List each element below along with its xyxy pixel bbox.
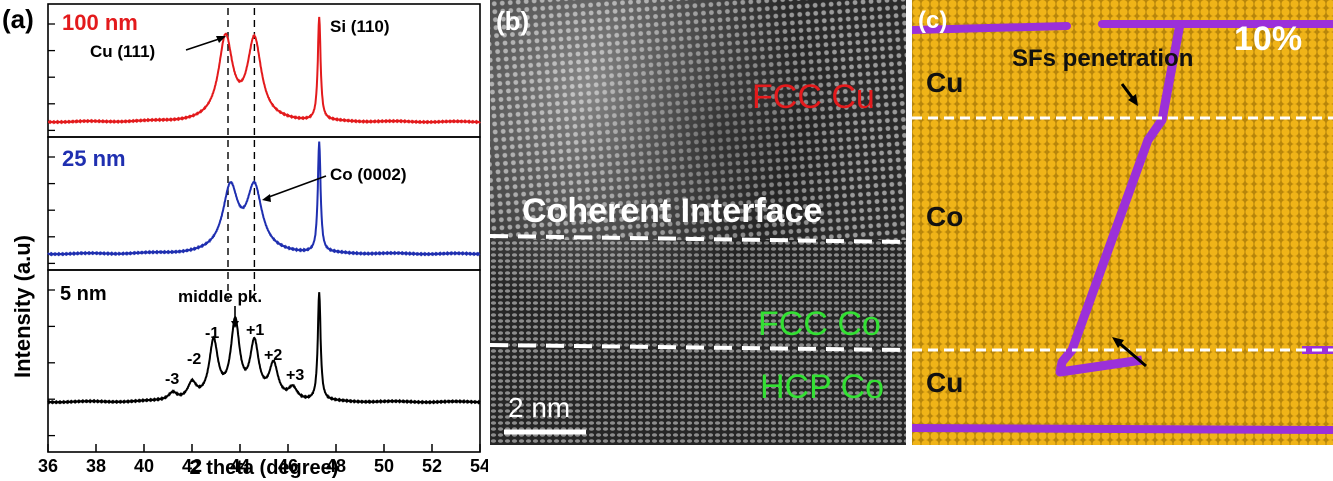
panel-b-label: (b) [496, 6, 529, 36]
sf-arrow-bottom [1117, 340, 1147, 368]
cu-top-label: Cu [926, 67, 963, 98]
label-minus1: -1 [205, 325, 219, 342]
coherent-interface-label: Coherent Interface [522, 192, 822, 230]
sf-atoms-bottom [912, 424, 1333, 434]
series-label-25nm: 25 nm [62, 146, 126, 171]
x-tick-label-46: 46 [278, 456, 298, 476]
series-label-5nm: 5 nm [60, 283, 107, 305]
md-simulation-image: (c) 10% SFs penetration Cu Co Cu [912, 0, 1333, 445]
hrtem-image: (b) FCC Cu Coherent Interface FCC Co HCP… [490, 0, 906, 445]
sf-arrowhead-top [1128, 94, 1138, 106]
xrd-curve-5nm [47, 292, 481, 405]
interface-line-upper [490, 234, 906, 244]
sf-arrowhead-bottom [1112, 337, 1124, 348]
label-minus2: -2 [187, 351, 201, 368]
arrow-co0002 [265, 175, 327, 199]
xrd-panel: 36 38 40 42 44 46 48 50 52 54 (a) Intensity (a.u)… [0, 0, 488, 481]
hrtem-panel: (b) FCC Cu Coherent Interface FCC Co HCP… [490, 0, 906, 445]
xrd-curve-25nm [47, 141, 481, 257]
subplot-frame-5nm [47, 269, 481, 453]
x-tick-label-54: 54 [470, 456, 488, 476]
panel-a-label: (a) [2, 4, 34, 34]
xrd-chart: 36 38 40 42 44 46 48 50 52 54 (a) Intensity (a.u)… [2, 3, 488, 479]
x-tick-label-48: 48 [326, 456, 346, 476]
label-plus2: +2 [264, 347, 282, 364]
x-tick-label-40: 40 [134, 456, 154, 476]
hcp-co-label: HCP Co [760, 368, 884, 406]
label-minus3: -3 [165, 371, 179, 388]
md-simulation-panel: (c) 10% SFs penetration Cu Co Cu [912, 0, 1333, 445]
label-plus1: +1 [246, 322, 264, 339]
fcc-co-label: FCC Co [758, 305, 881, 343]
x-tick-label-44: 44 [230, 456, 250, 476]
xrd-curve-100nm [47, 16, 481, 125]
arrow-cu111 [185, 37, 223, 51]
sf-penetration-label: SFs penetration [1012, 45, 1193, 72]
strain-percent-label: 10% [1234, 20, 1302, 58]
sf-atoms-top-left [912, 22, 1071, 34]
panel-c-label: (c) [918, 7, 947, 34]
annotation-cu111: Cu (111) [90, 42, 155, 61]
co-label: Co [926, 201, 963, 232]
annotation-co0002: Co (0002) [330, 165, 407, 184]
y-axis-label: Intensity (a.u) [10, 235, 35, 378]
interface-line-lower [490, 343, 906, 352]
fcc-cu-label: FCC Cu [752, 78, 875, 116]
annotation-si110: Si (110) [330, 17, 390, 36]
annotation-middle-peak: middle pk. [178, 287, 262, 306]
x-tick-label-50: 50 [374, 456, 394, 476]
x-tick-label-42: 42 [182, 456, 202, 476]
x-tick-label-52: 52 [422, 456, 442, 476]
x-axis-label: 2 theta (degree) [190, 457, 339, 479]
arrowhead-co0002 [262, 194, 271, 202]
x-tick-label-38: 38 [86, 456, 106, 476]
series-label-100nm: 100 nm [62, 10, 138, 35]
x-tick-label-36: 36 [38, 456, 58, 476]
cu-bottom-label: Cu [926, 367, 963, 398]
arrowhead-cu111 [216, 36, 226, 43]
label-plus3: +3 [286, 367, 304, 384]
arrowhead-middle-peak [231, 321, 239, 328]
scale-bar-label: 2 nm [508, 392, 570, 423]
